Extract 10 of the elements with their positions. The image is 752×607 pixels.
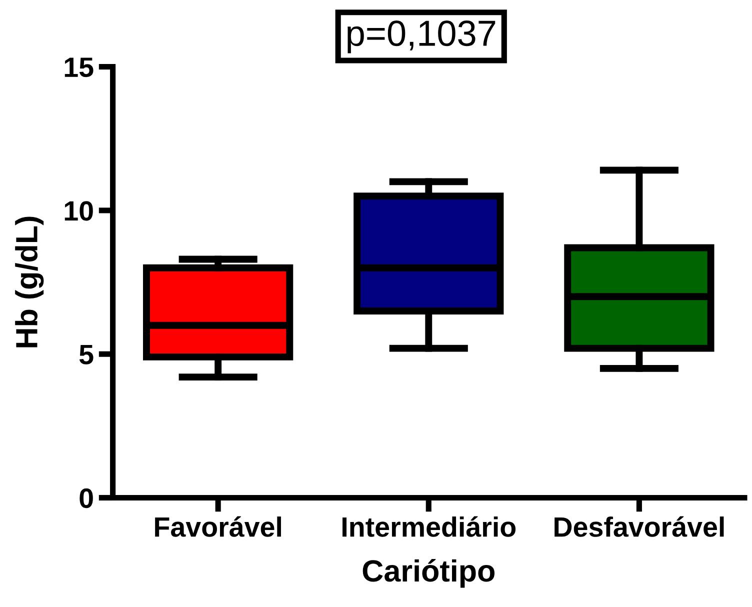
y-axis-title: Hb (g/dL) xyxy=(15,216,44,348)
x-tick-label: Favorável xyxy=(155,516,281,537)
x-axis-title: Cariótipo xyxy=(362,559,494,588)
y-tick-label: 10 xyxy=(64,201,93,221)
y-tick-label: 15 xyxy=(64,58,94,78)
y-tick-label: 0 xyxy=(80,488,93,508)
y-tick-label: 5 xyxy=(79,345,94,364)
x-tick-label: Intermediário xyxy=(342,516,516,537)
text: p=0,1037 xyxy=(348,20,496,54)
x-tick-label: Desfavorável xyxy=(554,516,724,537)
